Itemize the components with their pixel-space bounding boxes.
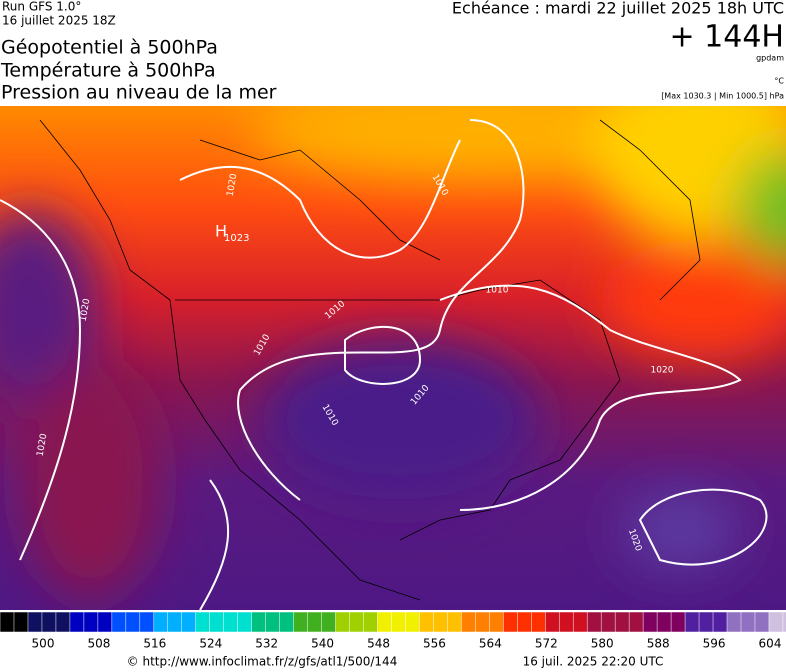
colorbar-swatch	[307, 611, 323, 633]
colorbar-swatch	[321, 611, 337, 633]
colorbar-swatch	[237, 611, 253, 633]
colorbar-swatch	[712, 611, 728, 633]
colorbar-swatch	[405, 611, 421, 633]
colorbar-swatch	[125, 611, 141, 633]
forecast-hour: + 144H	[670, 20, 785, 55]
colorbar-swatch	[363, 611, 379, 633]
colorbar-swatch	[111, 611, 127, 633]
colorbar-swatch	[600, 611, 616, 633]
colorbar: 500 508 516 524 532 540 548 556 564 572 580 588 596 6…	[0, 611, 786, 651]
colorbar-label: 588	[647, 637, 670, 651]
colorbar-label: 556	[423, 637, 446, 651]
colorbar-swatch	[0, 611, 15, 633]
colorbar-label: 516	[143, 637, 166, 651]
colorbar-swatch	[349, 611, 365, 633]
colorbar-swatch	[656, 611, 672, 633]
colorbar-label: 564	[479, 637, 502, 651]
colorbar-swatch	[614, 611, 630, 633]
contour-label: 1020	[79, 298, 93, 323]
echeance: Echéance : mardi 22 juillet 2025 18h UTC	[452, 0, 784, 18]
contour-label: 1020	[36, 433, 50, 458]
colorbar-swatch	[83, 611, 99, 633]
colorbar-swatch	[27, 611, 43, 633]
colorbar-swatch	[251, 611, 267, 633]
title: Géopotentiel à 500hPa	[1, 37, 218, 59]
colorbar-swatch	[419, 611, 435, 633]
colorbar-label: 580	[591, 637, 614, 651]
colorbar-swatch	[475, 611, 491, 633]
colorbar-swatch	[335, 611, 351, 633]
contour-label: 1010	[486, 286, 509, 296]
colorbar-swatch	[517, 611, 533, 633]
colorbar-swatch	[754, 611, 770, 633]
colorbar-swatch	[572, 611, 588, 633]
colorbar-swatch	[726, 611, 742, 633]
contour-label: 1020	[226, 173, 240, 198]
colorbar-swatch	[139, 611, 155, 633]
colorbar-swatch	[195, 611, 211, 633]
colorbar-swatch	[586, 611, 602, 633]
colorbar-label: 540	[311, 637, 334, 651]
colorbar-swatch	[13, 611, 29, 633]
colorbar-swatch	[740, 611, 756, 633]
colorbar-swatch	[377, 611, 393, 633]
colorbar-swatch	[670, 611, 686, 633]
colorbar-swatch	[545, 611, 560, 633]
colorbar-swatch	[181, 611, 197, 633]
colorbar-swatch	[153, 611, 169, 633]
high-letter: H	[215, 222, 227, 241]
footer-timestamp: 16 juil. 2025 22:20 UTC	[523, 655, 664, 669]
colorbar-swatch	[447, 611, 463, 633]
colorbar-swatch	[503, 611, 519, 633]
colorbar-label: 548	[367, 637, 390, 651]
colorbar-swatch	[489, 611, 505, 633]
pressure-range: [Max 1030.3 | Min 1000.5] hPa	[661, 92, 784, 101]
contour-label: 1020	[651, 366, 674, 376]
colorbar-swatch	[69, 611, 85, 633]
colorbar-label: 532	[255, 637, 278, 651]
colorbar-swatch	[279, 611, 295, 633]
colorbar-swatch	[684, 611, 700, 633]
colorbar-swatch	[558, 611, 574, 633]
colorbar-label: 508	[87, 637, 110, 651]
colorbar-swatch	[55, 611, 71, 633]
colorbar-swatch	[391, 611, 407, 633]
run: Run GFS 1.0°	[2, 0, 81, 14]
colorbar-label: 596	[703, 637, 726, 651]
colorbar-swatch	[768, 611, 784, 633]
colorbar-label: 500	[32, 637, 55, 651]
title: Pression au niveau de la mer	[1, 82, 277, 104]
colorbar-swatch	[167, 611, 183, 633]
colorbar-swatch	[209, 611, 225, 633]
unit: gpdam	[756, 54, 784, 63]
colorbar-swatch	[628, 611, 644, 633]
colorbar-swatch	[293, 611, 309, 633]
high-value: 1023	[224, 233, 249, 244]
colorbar-swatch	[782, 611, 786, 633]
colorbar-swatch	[97, 611, 113, 633]
colorbar-swatch	[433, 611, 449, 633]
colorbar-swatch	[698, 611, 714, 633]
run-date: 16 juillet 2025 18Z	[2, 14, 116, 28]
colorbar-label: 524	[199, 637, 222, 651]
colorbar-label: 572	[535, 637, 558, 651]
footer-url[interactable]: © http://www.infoclimat.fr/z/gfs/atl1/50…	[127, 655, 398, 669]
colorbar-swatch	[223, 611, 239, 633]
colorbar-swatch	[41, 611, 57, 633]
colorbar-label: 604	[759, 637, 782, 651]
colorbar-swatch	[531, 611, 546, 633]
title: Température à 500hPa	[0, 60, 216, 82]
colorbar-swatch	[642, 611, 658, 633]
colorbar-swatch	[265, 611, 281, 633]
colorbar-swatch	[461, 611, 477, 633]
unit: °C	[774, 77, 784, 86]
